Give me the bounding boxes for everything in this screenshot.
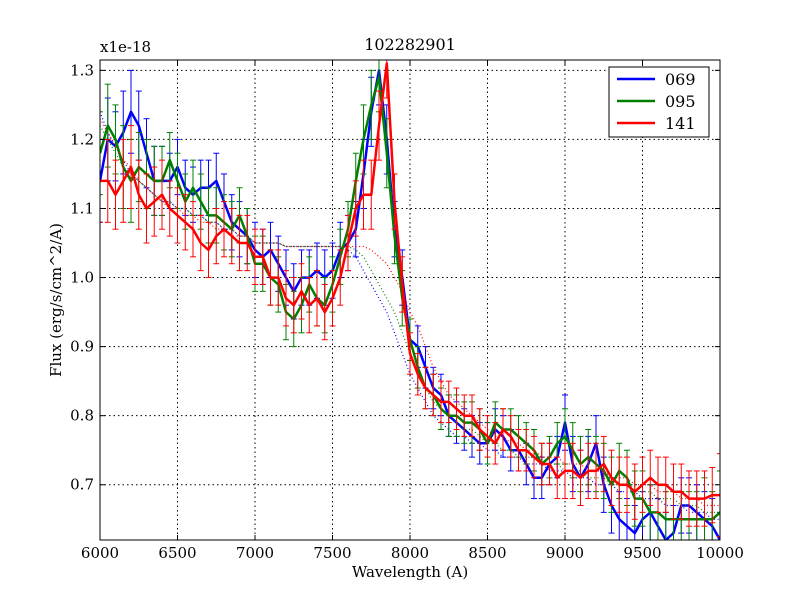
- ticks: 6000 6500 7000 7500 8000 8500 9000 9500 10000 0.7…: [70, 60, 744, 562]
- y-tick-label: 0.9: [70, 338, 94, 356]
- y-offset-label: x1e-18: [100, 38, 151, 56]
- x-tick-label: 10000: [696, 544, 744, 562]
- x-axis-label: Wavelength (A): [352, 563, 468, 581]
- plot-area: 6000 6500 7000 7500 8000 8500 9000 9500 10000 0.7…: [70, 59, 744, 562]
- x-tick-label: 8000: [391, 544, 429, 562]
- x-tick-label: 8500: [468, 544, 506, 562]
- y-tick-label: 1.1: [70, 199, 94, 217]
- x-tick-label: 7500: [313, 544, 351, 562]
- series-layer: [100, 60, 720, 540]
- y-tick-label: 0.8: [70, 407, 94, 425]
- y-tick-label: 0.7: [70, 476, 94, 494]
- legend-label-095: 095: [665, 92, 696, 111]
- chart-title: 102282901: [364, 35, 456, 54]
- model-curve-095: [100, 125, 720, 513]
- x-tick-label: 6500: [158, 544, 196, 562]
- x-tick-label: 9500: [623, 544, 661, 562]
- y-tick-label: 1.2: [70, 130, 94, 148]
- legend: 069 095 141: [608, 66, 710, 138]
- y-tick-label: 1.3: [70, 61, 94, 79]
- legend-label-069: 069: [665, 70, 696, 89]
- x-tick-label: 7000: [236, 544, 274, 562]
- data-line-141: [100, 62, 720, 500]
- x-tick-label: 6000: [81, 544, 119, 562]
- y-tick-label: 1.0: [70, 269, 94, 287]
- series-141: [100, 60, 720, 538]
- x-tick-label: 9000: [546, 544, 584, 562]
- model-curve-141: [100, 118, 720, 507]
- legend-label-141: 141: [665, 114, 696, 133]
- y-axis-label: Flux (erg/s/cm^2/A): [47, 223, 65, 377]
